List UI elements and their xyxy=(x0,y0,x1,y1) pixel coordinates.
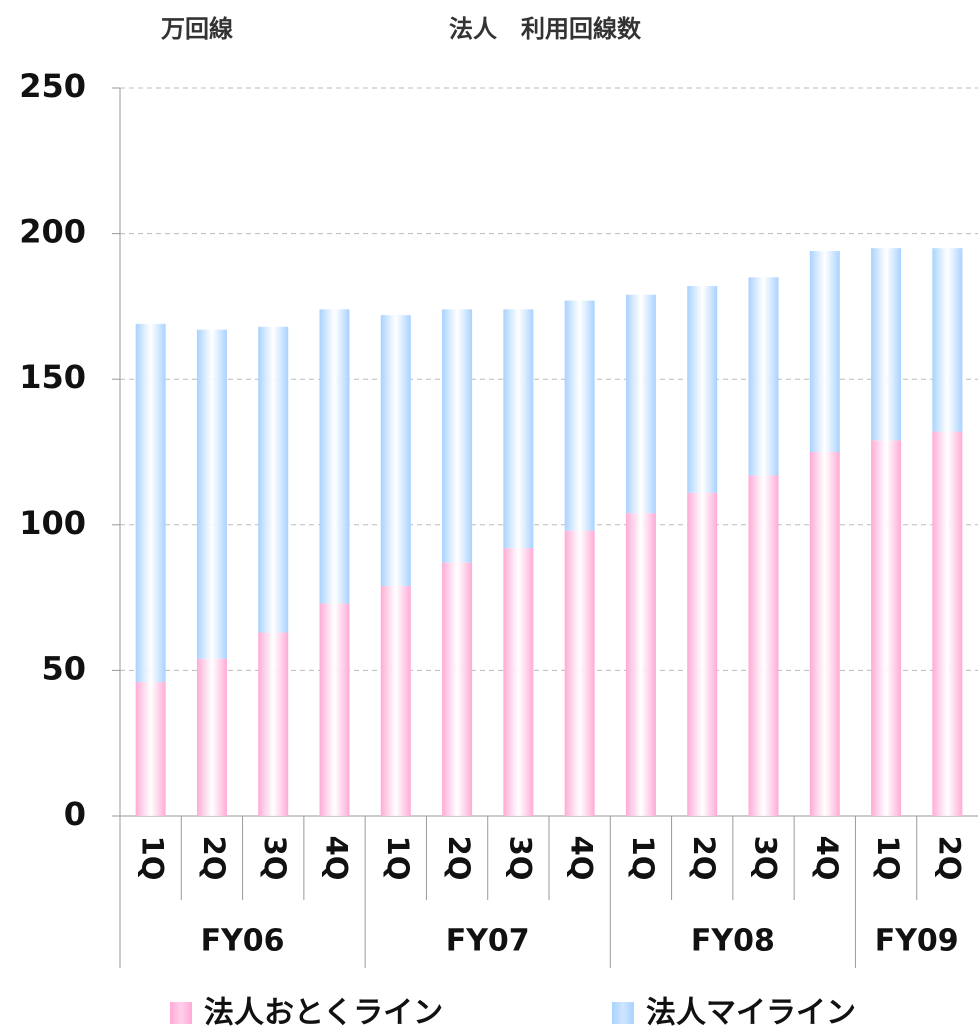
bar-segment xyxy=(258,326,289,633)
legend-label: 法人おとくライン xyxy=(204,996,443,1031)
y-tick-label: 200 xyxy=(19,213,86,251)
bar-segment xyxy=(748,277,779,476)
y-tick-label: 50 xyxy=(41,649,86,687)
bar-segment xyxy=(503,548,534,816)
x-tick-label: 3Q xyxy=(749,836,783,881)
x-tick-label: 3Q xyxy=(258,836,292,881)
bar-segment xyxy=(319,309,350,604)
bar-segment xyxy=(932,431,963,816)
x-tick-label: 1Q xyxy=(136,836,170,881)
bar-segment xyxy=(196,329,227,659)
x-tick-label: 1Q xyxy=(381,836,415,881)
bar-segment xyxy=(809,452,840,816)
y-tick-label: 100 xyxy=(19,504,86,542)
group-label: FY09 xyxy=(875,924,959,959)
group-label: FY07 xyxy=(446,924,530,959)
y-tick-label: 150 xyxy=(19,358,86,396)
group-label: FY06 xyxy=(201,924,285,959)
legend-swatch xyxy=(612,1002,634,1024)
bar-segment xyxy=(442,309,473,563)
bar-segment xyxy=(319,603,350,816)
bar-segment xyxy=(625,513,656,816)
bar-segment xyxy=(135,323,166,683)
x-tick-label: 2Q xyxy=(687,836,721,881)
bar-segment xyxy=(258,632,289,816)
y-tick-label: 0 xyxy=(64,795,86,833)
bar-segment xyxy=(625,294,656,514)
x-tick-label: 1Q xyxy=(871,836,905,881)
x-tick-label: 1Q xyxy=(626,836,660,881)
y-tick-label: 250 xyxy=(19,67,86,105)
bar-segment xyxy=(748,475,779,816)
bar-segment xyxy=(871,248,902,441)
bar-segment xyxy=(871,440,902,816)
legend-swatch xyxy=(170,1002,192,1024)
y-axis-label: 万回線 xyxy=(161,15,233,43)
x-tick-label: 3Q xyxy=(503,836,537,881)
x-tick-label: 2Q xyxy=(932,836,966,881)
bar-segment xyxy=(687,286,718,493)
legend-label: 法人マイライン xyxy=(646,996,856,1031)
bar-segment xyxy=(503,309,534,549)
bar-segment xyxy=(442,562,473,816)
bar-segment xyxy=(564,300,595,531)
bar-segment xyxy=(380,315,411,586)
bar-segment xyxy=(135,682,166,816)
group-label: FY08 xyxy=(691,924,775,959)
bar-segment xyxy=(932,248,963,432)
x-tick-label: 4Q xyxy=(810,836,844,881)
bar-segment xyxy=(687,492,718,816)
chart-title: 法人 利用回線数 xyxy=(449,15,642,43)
bar-segment xyxy=(809,251,840,452)
x-tick-label: 2Q xyxy=(197,836,231,881)
x-tick-label: 4Q xyxy=(320,836,354,881)
bar-segment xyxy=(196,658,227,816)
x-tick-label: 2Q xyxy=(442,836,476,881)
bar-segment xyxy=(564,530,595,816)
x-tick-label: 4Q xyxy=(565,836,599,881)
bar-segment xyxy=(380,585,411,816)
